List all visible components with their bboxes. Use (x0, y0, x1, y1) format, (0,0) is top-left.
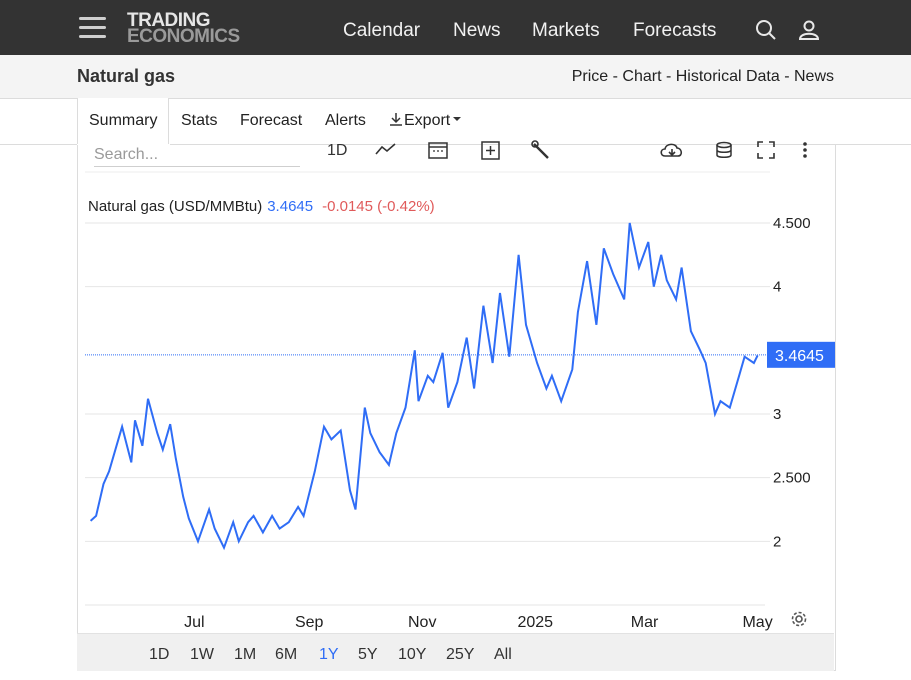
y-tick-label: 2.500 (773, 470, 811, 487)
range-25y[interactable]: 25Y (446, 646, 475, 663)
chart-search-input[interactable] (94, 144, 300, 167)
logo[interactable]: TRADING ECONOMICS (127, 10, 240, 47)
tab-forecast[interactable]: Forecast (240, 112, 303, 129)
database-icon[interactable] (714, 140, 734, 162)
nav-calendar[interactable]: Calendar (343, 20, 421, 41)
x-axis-labels: Jul Sep Nov 2025 Mar May (184, 614, 773, 631)
divider (0, 144, 77, 145)
compare-add-icon[interactable] (480, 140, 502, 162)
title-bar: Natural gas Price - Chart - Historical D… (0, 55, 911, 99)
last-price-tag-text: 3.4645 (775, 348, 824, 365)
link-separator: - (608, 68, 623, 85)
calendar-icon[interactable] (427, 140, 449, 162)
range-10y[interactable]: 10Y (398, 646, 427, 663)
legend-change: -0.0145 (-0.42%) (322, 198, 435, 215)
nav-markets[interactable]: Markets (532, 20, 600, 41)
top-navbar: TRADING ECONOMICS Calendar News Markets … (0, 0, 911, 55)
divider (170, 144, 911, 145)
y-tick-label: 4.500 (773, 215, 811, 232)
logo-line-1: TRADING (127, 10, 211, 31)
settings-gear-icon[interactable] (791, 611, 807, 627)
x-tick-label: Mar (631, 614, 659, 631)
range-all[interactable]: All (494, 646, 512, 663)
legend-value: 3.4645 (267, 198, 313, 215)
caret-down-icon (453, 117, 462, 121)
user-icon[interactable] (797, 18, 821, 42)
y-tick-label: 4 (773, 279, 781, 296)
export-label: Export (404, 112, 451, 129)
series-line-natural-gas (89, 222, 759, 551)
x-tick-label: May (742, 614, 772, 631)
range-1m[interactable]: 1M (234, 646, 257, 663)
link-news[interactable]: News (793, 68, 834, 85)
x-tick-label: Sep (295, 614, 324, 631)
search-icon[interactable] (754, 18, 778, 42)
grid-lines (85, 222, 770, 606)
range-1w[interactable]: 1W (190, 646, 214, 663)
page-title: Natural gas (77, 66, 176, 86)
link-price[interactable]: Price (571, 68, 609, 85)
logo-line-2: ECONOMICS (127, 26, 240, 47)
download-icon (390, 113, 402, 126)
range-selector: 1D 1W 1M 6M 1Y 5Y 10Y 25Y All (77, 633, 834, 671)
link-separator: - (779, 68, 794, 85)
nav-forecasts[interactable]: Forecasts (633, 20, 717, 41)
tab-stats[interactable]: Stats (181, 112, 218, 129)
y-tick-label: 2 (773, 533, 781, 550)
link-chart[interactable]: Chart (622, 68, 662, 85)
wrench-icon[interactable] (530, 140, 552, 162)
x-tick-label: Jul (184, 614, 204, 631)
x-tick-label: Nov (408, 614, 436, 631)
tab-alerts[interactable]: Alerts (325, 112, 366, 129)
range-6m[interactable]: 6M (275, 646, 298, 663)
link-historical-data[interactable]: Historical Data (675, 68, 780, 85)
cloud-download-icon[interactable] (659, 140, 685, 162)
interval-button[interactable]: 1D (327, 142, 348, 159)
fullscreen-icon[interactable] (756, 140, 776, 162)
page-links: Price - Chart - Historical Data - News (572, 68, 834, 86)
range-1d[interactable]: 1D (149, 646, 170, 663)
line-style-icon[interactable] (375, 140, 397, 162)
y-axis-labels: 2 2.500 3 4 4.500 (773, 215, 811, 550)
chart-legend: Natural gas (USD/MMBtu) 3.4645 -0.0145 (-0… (88, 198, 435, 215)
chart-panel (77, 145, 836, 671)
legend-name: Natural gas (USD/MMBtu) (88, 198, 262, 215)
y-tick-label: 3 (773, 406, 781, 423)
x-tick-label: 2025 (517, 614, 553, 631)
tab-export[interactable]: Export (388, 98, 462, 144)
more-options-icon[interactable] (800, 140, 810, 162)
tab-summary[interactable]: Summary (77, 98, 170, 144)
last-price-tag (767, 341, 835, 368)
link-separator: - (661, 68, 676, 85)
range-1y[interactable]: 1Y (319, 646, 339, 663)
menu-icon[interactable] (79, 17, 106, 39)
nav-news[interactable]: News (453, 20, 501, 41)
range-5y[interactable]: 5Y (358, 646, 378, 663)
